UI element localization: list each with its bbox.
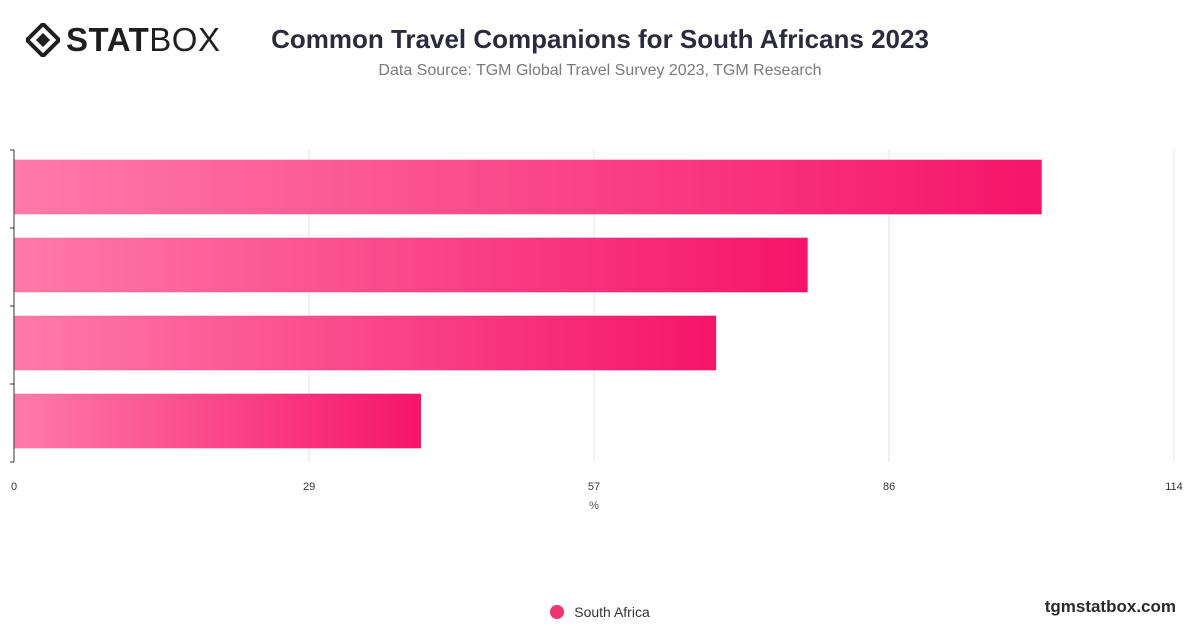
x-tick-label: 114 [1165, 481, 1183, 493]
bar [14, 159, 1042, 215]
bar-chart: 0 29 57 86 114% [10, 149, 1183, 512]
legend-dot [550, 605, 565, 619]
chart-title: Common Travel Companions for South Afric… [271, 24, 929, 54]
bar [14, 237, 808, 293]
bar [14, 315, 717, 371]
bar [14, 393, 422, 449]
x-axis-label: % [589, 500, 599, 512]
site-credit: tgmstatbox.com [1044, 597, 1176, 616]
x-tick-label: 86 [883, 481, 895, 493]
statbox-diamond-icon [26, 23, 60, 57]
chart-legend[interactable]: South Africa [0, 602, 1200, 622]
logo-wordmark: STATBOX [66, 21, 221, 58]
chart-subtitle: Data Source: TGM Global Travel Survey 20… [378, 62, 822, 79]
x-tick-label: 29 [303, 481, 315, 493]
statbox-logo: STATBOX [26, 22, 220, 58]
x-tick-label: 0 [11, 481, 17, 493]
legend-label: South Africa [574, 604, 650, 620]
x-tick-label: 57 [588, 481, 600, 493]
